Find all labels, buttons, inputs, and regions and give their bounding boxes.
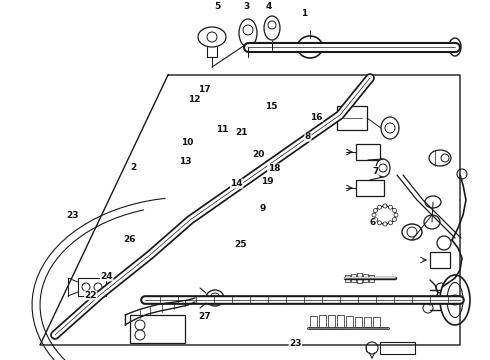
- Ellipse shape: [447, 283, 463, 318]
- Ellipse shape: [297, 36, 322, 58]
- Circle shape: [389, 205, 392, 209]
- Ellipse shape: [381, 117, 399, 139]
- Circle shape: [377, 205, 382, 209]
- Bar: [337, 106, 367, 130]
- Ellipse shape: [402, 224, 422, 240]
- Text: 14: 14: [230, 179, 243, 188]
- Circle shape: [94, 283, 102, 291]
- Circle shape: [385, 123, 395, 133]
- Bar: [130, 315, 185, 343]
- Text: 4: 4: [265, 2, 272, 11]
- Circle shape: [423, 303, 433, 313]
- Circle shape: [268, 21, 276, 29]
- Circle shape: [82, 283, 90, 291]
- Text: 2: 2: [130, 163, 136, 172]
- Text: 15: 15: [265, 102, 277, 111]
- Ellipse shape: [198, 27, 226, 47]
- Bar: [346, 316, 353, 328]
- Text: 6: 6: [370, 218, 376, 227]
- Ellipse shape: [425, 196, 441, 208]
- Circle shape: [373, 217, 377, 221]
- Circle shape: [135, 320, 145, 330]
- Text: 27: 27: [198, 311, 211, 320]
- Ellipse shape: [440, 275, 470, 325]
- Bar: [364, 317, 371, 327]
- Bar: [356, 144, 380, 160]
- Bar: [373, 317, 380, 327]
- Text: 1: 1: [301, 9, 307, 18]
- Bar: [357, 273, 362, 283]
- Bar: [356, 180, 384, 196]
- Circle shape: [450, 295, 460, 305]
- Bar: [337, 315, 344, 329]
- Circle shape: [437, 236, 451, 250]
- Bar: [310, 316, 317, 328]
- Text: 8: 8: [305, 132, 311, 141]
- Text: 23: 23: [289, 339, 302, 348]
- Text: 5: 5: [214, 2, 220, 11]
- Circle shape: [243, 25, 253, 35]
- Text: 21: 21: [235, 128, 248, 137]
- Ellipse shape: [239, 19, 257, 47]
- Ellipse shape: [376, 159, 390, 177]
- Circle shape: [377, 221, 382, 225]
- Ellipse shape: [264, 16, 280, 40]
- Bar: [351, 274, 356, 282]
- Text: 18: 18: [268, 164, 280, 173]
- Text: 10: 10: [181, 138, 194, 147]
- Circle shape: [457, 169, 467, 179]
- Text: 11: 11: [216, 125, 228, 134]
- Ellipse shape: [449, 38, 461, 56]
- Text: 7: 7: [372, 166, 379, 175]
- Ellipse shape: [429, 150, 451, 166]
- Ellipse shape: [206, 290, 224, 306]
- Text: 22: 22: [84, 291, 97, 300]
- Bar: [430, 252, 450, 268]
- Circle shape: [389, 221, 392, 225]
- Bar: [319, 315, 326, 329]
- Circle shape: [379, 164, 387, 172]
- Ellipse shape: [374, 206, 396, 224]
- Circle shape: [207, 32, 217, 42]
- Text: 17: 17: [198, 85, 211, 94]
- Circle shape: [372, 213, 376, 217]
- Circle shape: [392, 217, 396, 221]
- Text: 19: 19: [261, 177, 274, 186]
- Bar: [78, 278, 106, 296]
- Bar: [345, 274, 350, 282]
- Circle shape: [383, 204, 387, 208]
- Bar: [355, 317, 362, 327]
- Text: 24: 24: [100, 272, 113, 281]
- Text: 3: 3: [244, 2, 249, 11]
- Circle shape: [366, 342, 378, 354]
- Circle shape: [135, 330, 145, 340]
- Circle shape: [441, 154, 449, 162]
- Circle shape: [407, 227, 417, 237]
- Circle shape: [210, 293, 220, 303]
- Text: 26: 26: [123, 235, 136, 244]
- Text: 9: 9: [260, 204, 266, 213]
- Circle shape: [394, 213, 398, 217]
- Text: 12: 12: [188, 94, 201, 104]
- Circle shape: [392, 208, 396, 212]
- Text: 25: 25: [234, 240, 246, 249]
- Circle shape: [436, 283, 446, 293]
- Text: 16: 16: [310, 112, 323, 122]
- Ellipse shape: [424, 215, 440, 229]
- Circle shape: [373, 208, 377, 212]
- Bar: [328, 315, 335, 329]
- Text: 20: 20: [252, 150, 265, 159]
- Bar: [380, 342, 415, 354]
- Bar: [369, 274, 374, 282]
- Circle shape: [383, 222, 387, 226]
- Text: 23: 23: [66, 211, 78, 220]
- Text: 13: 13: [178, 158, 191, 166]
- Bar: [363, 274, 368, 282]
